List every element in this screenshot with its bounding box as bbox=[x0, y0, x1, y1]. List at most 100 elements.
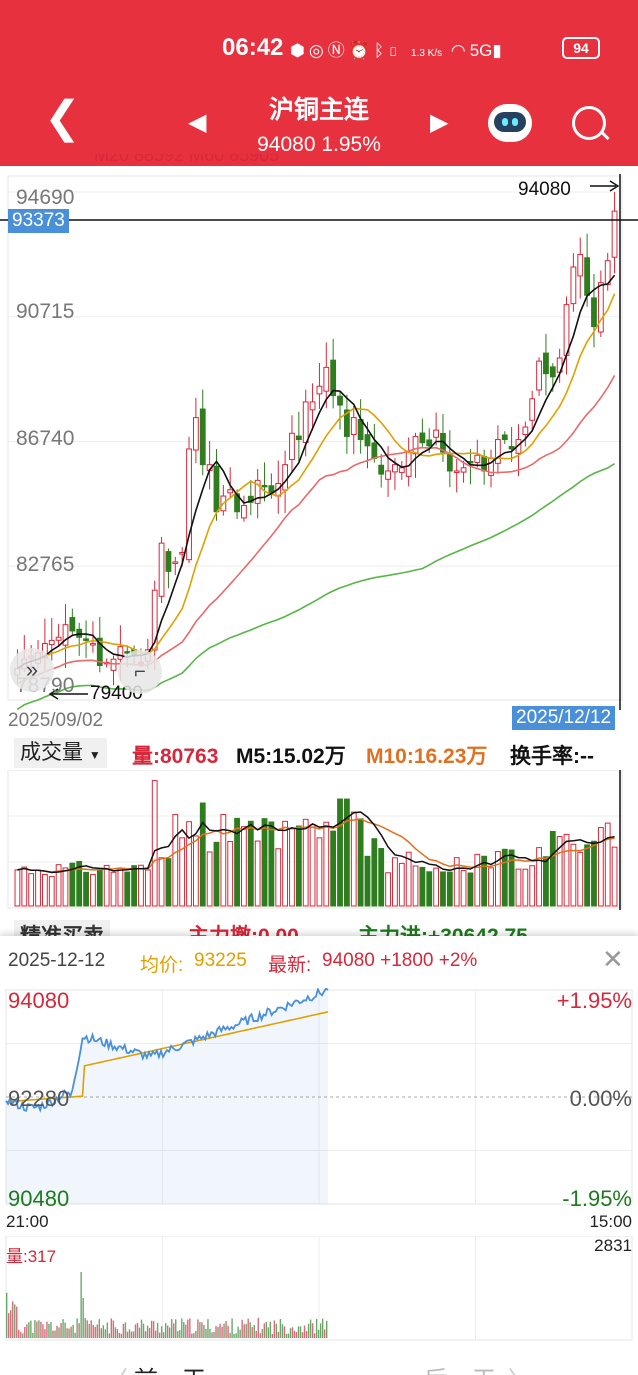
intraday-volume-bar bbox=[150, 1320, 153, 1338]
ma-legend-partial: M20 88592 M60 85905 bbox=[94, 154, 279, 166]
intraday-volume-bar bbox=[253, 1324, 255, 1338]
volume-bar bbox=[35, 870, 41, 907]
volume-bar bbox=[577, 851, 584, 907]
intraday-volume-bar bbox=[104, 1329, 107, 1338]
search-icon[interactable] bbox=[572, 106, 606, 140]
intraday-volume-bar bbox=[273, 1320, 276, 1338]
indicator-selector[interactable]: 成交量 ▼ bbox=[14, 738, 107, 768]
assistant-robot-icon[interactable] bbox=[488, 104, 532, 142]
intraday-volume-bar bbox=[303, 1325, 306, 1338]
intraday-volume-bar bbox=[311, 1323, 314, 1338]
kline-frame bbox=[7, 175, 623, 701]
popup-time-end: 15:00 bbox=[589, 1212, 632, 1231]
volume-value: 量:80763 bbox=[132, 745, 219, 768]
intraday-volume-bar bbox=[148, 1327, 151, 1338]
back-button[interactable]: ❮ bbox=[44, 93, 81, 142]
intraday-volume-bar bbox=[209, 1328, 211, 1338]
intraday-volume-bar bbox=[64, 1322, 66, 1338]
volume-bar bbox=[309, 824, 316, 907]
intraday-volume-bar bbox=[132, 1331, 135, 1338]
intraday-volume-bar bbox=[173, 1323, 175, 1338]
volume-bar bbox=[96, 869, 103, 907]
volume-bar bbox=[501, 848, 508, 907]
intraday-volume-bar bbox=[247, 1318, 249, 1338]
latest-price-value: 94080 +1800 +2% bbox=[322, 950, 478, 971]
volume-bar bbox=[343, 798, 350, 907]
signal-icon: 5G▮ bbox=[469, 41, 502, 60]
intraday-volume-bar bbox=[8, 1313, 10, 1338]
candle bbox=[90, 643, 96, 646]
candle bbox=[254, 479, 261, 504]
intraday-volume-bar bbox=[321, 1318, 324, 1338]
candle bbox=[96, 637, 103, 666]
intraday-volume-bar bbox=[221, 1326, 223, 1338]
ma-legend-text: M20 88592 M60 85905 bbox=[94, 154, 280, 165]
candle bbox=[364, 434, 371, 447]
intraday-volume-bar bbox=[313, 1333, 316, 1338]
vibrate-icon: ▯ bbox=[388, 41, 403, 60]
candle bbox=[302, 401, 309, 443]
volume-bar bbox=[90, 874, 96, 907]
intraday-volume-bar bbox=[114, 1327, 117, 1338]
intraday-volume-bar bbox=[68, 1328, 70, 1338]
intraday-volume-bar bbox=[28, 1322, 30, 1338]
volume-bar bbox=[199, 802, 206, 907]
intraday-volume-bar bbox=[169, 1327, 171, 1338]
intraday-volume-bar bbox=[84, 1318, 86, 1338]
candle bbox=[494, 439, 501, 464]
bluetooth-icon: ᛒ bbox=[373, 41, 389, 60]
intraday-volume-bar bbox=[287, 1333, 290, 1338]
candle bbox=[350, 417, 357, 435]
next-day-button[interactable]: 后一天 bbox=[424, 1360, 496, 1375]
intraday-volume-bar bbox=[293, 1330, 296, 1338]
popup-y-mid: 92280 bbox=[8, 1086, 70, 1111]
volume-bar bbox=[371, 838, 378, 907]
popup-pct-mid: 0.00% bbox=[569, 1086, 632, 1111]
volume-bar bbox=[282, 820, 289, 907]
prev-contract-button[interactable]: ◀ bbox=[188, 109, 207, 136]
candle bbox=[508, 446, 515, 450]
candle bbox=[69, 617, 76, 632]
volume-bar bbox=[522, 868, 529, 907]
volume-chart[interactable] bbox=[0, 770, 638, 910]
intraday-volume-bar bbox=[82, 1298, 84, 1338]
volume-bar bbox=[295, 825, 302, 907]
intraday-volume-bar bbox=[301, 1332, 304, 1338]
intraday-chart[interactable] bbox=[0, 988, 638, 1208]
intraday-volume-bar bbox=[6, 1292, 8, 1338]
volume-bar bbox=[433, 867, 440, 907]
intraday-volume-bar bbox=[171, 1319, 173, 1338]
intraday-volume-bar bbox=[164, 1323, 167, 1338]
candle bbox=[117, 646, 124, 660]
intraday-volume-bar bbox=[62, 1319, 64, 1338]
drawing-tool-icon[interactable]: ⌐ bbox=[118, 650, 162, 694]
intraday-volume-bar bbox=[201, 1322, 203, 1338]
volume-bar bbox=[570, 843, 577, 907]
precise-trade-label[interactable]: 精准买卖 bbox=[14, 920, 110, 936]
indicator-label: 成交量 bbox=[20, 741, 83, 764]
volume-bar bbox=[316, 837, 323, 907]
next-contract-button[interactable]: ▶ bbox=[430, 109, 449, 136]
close-icon[interactable]: ✕ bbox=[602, 944, 624, 974]
candle bbox=[398, 467, 405, 473]
intraday-volume-chart[interactable] bbox=[0, 1236, 638, 1342]
expand-panel-icon[interactable]: » bbox=[10, 648, 54, 692]
candle bbox=[316, 385, 323, 395]
volume-bar bbox=[76, 860, 83, 907]
volume-bar bbox=[289, 827, 295, 907]
prev-day-button[interactable]: 前一天 bbox=[134, 1360, 206, 1375]
intraday-volume-bar bbox=[156, 1322, 159, 1338]
volume-bar bbox=[14, 869, 21, 907]
intraday-volume-bar bbox=[241, 1319, 243, 1338]
candle bbox=[309, 401, 316, 411]
intraday-volume-bar bbox=[88, 1323, 90, 1338]
volume-bar bbox=[241, 826, 247, 907]
kline-chart[interactable] bbox=[0, 166, 638, 710]
intraday-volume-bar bbox=[140, 1319, 143, 1338]
intraday-volume-bar bbox=[289, 1328, 292, 1338]
volume-bar bbox=[611, 846, 618, 907]
intraday-volume-bar bbox=[48, 1323, 50, 1338]
alarm-icon: ⏰ bbox=[348, 41, 374, 60]
volume-bar bbox=[234, 817, 240, 907]
volume-bar bbox=[392, 857, 398, 907]
